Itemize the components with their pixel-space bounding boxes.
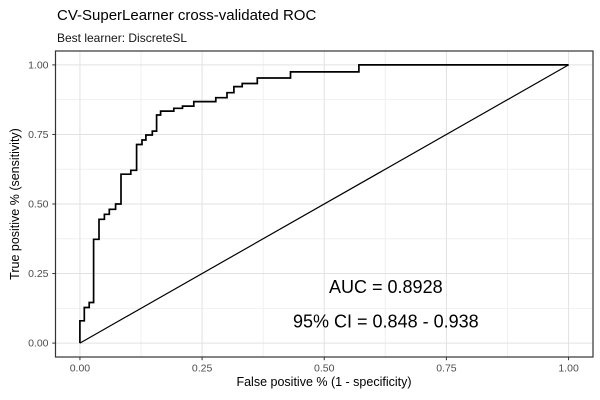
x-axis-title: False positive % (1 - specificity): [236, 375, 412, 389]
y-tick-label: 0.50: [28, 199, 49, 211]
y-tick-label: 0.25: [28, 268, 49, 280]
x-tick-label: 0.50: [314, 363, 335, 375]
auc-annotation: 95% CI = 0.848 - 0.938: [293, 312, 479, 332]
y-tick-label: 0.75: [28, 129, 49, 141]
auc-annotation: AUC = 0.8928: [329, 277, 443, 297]
chart-subtitle: Best learner: DiscreteSL: [57, 31, 188, 45]
y-tick-label: 0.00: [28, 338, 49, 350]
chart-title: CV-SuperLearner cross-validated ROC: [57, 7, 317, 24]
x-tick-label: 0.25: [192, 363, 213, 375]
x-tick-label: 0.00: [70, 363, 91, 375]
x-tick-label: 0.75: [436, 363, 457, 375]
chance-diagonal-line: [79, 64, 569, 344]
x-tick-label: 1.00: [558, 363, 579, 375]
y-axis-title: True positive % (sensitivity): [8, 128, 22, 280]
roc-curve: [79, 64, 569, 344]
y-tick-label: 1.00: [28, 59, 49, 71]
